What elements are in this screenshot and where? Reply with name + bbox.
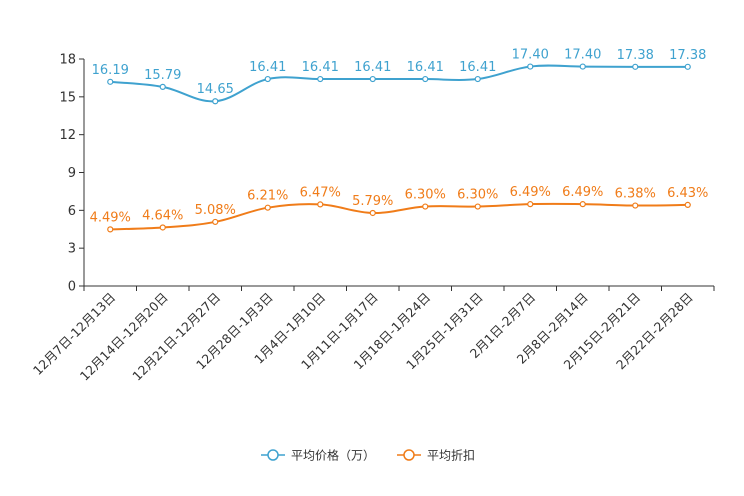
data-label: 16.19 — [92, 63, 129, 78]
data-label: 17.38 — [669, 48, 706, 63]
data-point[interactable] — [422, 75, 429, 83]
data-label: 6.49% — [510, 185, 551, 200]
data-label: 16.41 — [302, 60, 339, 75]
data-point[interactable] — [684, 201, 691, 209]
legend-marker-icon — [403, 449, 415, 461]
y-axis: 0 3 6 9 12 15 18 — [59, 53, 85, 295]
data-point[interactable] — [107, 226, 114, 233]
data-point[interactable] — [632, 63, 639, 70]
data-point[interactable] — [212, 218, 219, 226]
y-tick-label: 12 — [59, 128, 76, 143]
legend-label: 平均折扣 — [427, 448, 475, 463]
data-label: 5.08% — [195, 203, 236, 218]
series-2: 4.49% 4.64% 5.08% 6.21% 6.47% 5.79% 6.30% 6.30%… — [90, 185, 708, 233]
data-point[interactable] — [107, 78, 114, 85]
data-point[interactable] — [212, 98, 219, 105]
y-tick-label: 0 — [68, 280, 76, 295]
data-label: 6.49% — [562, 185, 603, 200]
data-label: 5.79% — [352, 194, 393, 209]
data-point[interactable] — [369, 209, 376, 217]
x-axis: 12月7日-12月13日12月14日-12月20日12月21日-12月27日12… — [30, 285, 715, 384]
data-point[interactable] — [264, 204, 271, 211]
series-1: 16.19 15.79 14.65 16.41 16.41 16.41 16.41 16.41… — [92, 48, 706, 105]
data-label: 4.49% — [90, 210, 131, 225]
data-point[interactable] — [317, 75, 324, 83]
data-label: 6.38% — [615, 187, 656, 202]
y-tick-label: 3 — [68, 242, 76, 257]
data-point[interactable] — [317, 201, 324, 208]
y-tick-label: 9 — [68, 166, 76, 181]
legend-item-2[interactable]: 平均折扣 — [397, 448, 475, 463]
series-layer: 16.19 15.79 14.65 16.41 16.41 16.41 16.41 16.41… — [90, 48, 708, 233]
data-label: 15.79 — [144, 68, 181, 83]
x-tick-label: 12月21日-12月27日 — [129, 290, 223, 384]
data-point[interactable] — [527, 63, 534, 70]
x-tick-label: 12月14日-12月20日 — [77, 290, 171, 384]
series-line — [110, 202, 688, 231]
legend-marker-icon — [267, 449, 279, 461]
data-label: 16.41 — [459, 60, 496, 75]
legend: 平均价格（万） 平均折扣 — [261, 448, 475, 463]
data-point[interactable] — [159, 224, 166, 231]
data-point[interactable] — [527, 201, 534, 208]
data-point[interactable] — [632, 202, 639, 209]
data-point[interactable] — [579, 63, 586, 70]
legend-label: 平均价格（万） — [291, 448, 375, 463]
data-label: 17.38 — [617, 48, 654, 63]
data-point[interactable] — [579, 201, 586, 208]
y-tick-label: 6 — [68, 204, 76, 219]
data-label: 14.65 — [197, 82, 234, 97]
data-point[interactable] — [369, 75, 376, 83]
data-label: 6.21% — [247, 189, 288, 204]
data-label: 16.41 — [354, 60, 391, 75]
legend-item-1[interactable]: 平均价格（万） — [261, 448, 375, 463]
data-label: 6.30% — [405, 188, 446, 203]
data-point[interactable] — [422, 203, 429, 210]
data-label: 16.41 — [407, 60, 444, 75]
y-tick-label: 15 — [59, 90, 76, 105]
y-tick-label: 18 — [59, 53, 76, 68]
data-point[interactable] — [159, 83, 166, 90]
data-point[interactable] — [474, 203, 481, 210]
data-label: 17.40 — [564, 48, 601, 63]
data-label: 6.30% — [457, 188, 498, 203]
data-label: 4.64% — [142, 208, 183, 223]
data-label: 16.41 — [249, 60, 286, 75]
series-line — [110, 64, 688, 103]
data-point[interactable] — [264, 75, 271, 83]
data-point[interactable] — [684, 63, 691, 70]
data-label: 6.47% — [300, 185, 341, 200]
data-point[interactable] — [474, 75, 481, 83]
data-label: 17.40 — [512, 48, 549, 63]
data-label: 6.43% — [667, 186, 708, 201]
